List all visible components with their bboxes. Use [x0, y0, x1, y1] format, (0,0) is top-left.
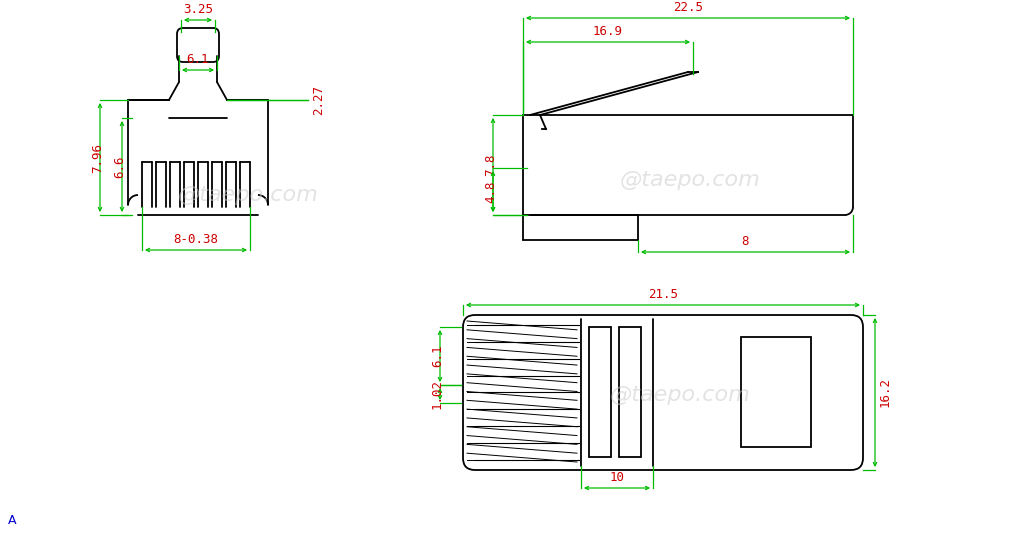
Text: 4.8: 4.8 — [483, 180, 496, 203]
Text: 3.25: 3.25 — [183, 3, 212, 16]
Text: 16.9: 16.9 — [592, 25, 623, 38]
Text: 22.5: 22.5 — [672, 1, 703, 14]
Bar — [619, 327, 640, 458]
Text: @taepo.com: @taepo.com — [609, 385, 749, 405]
Text: @taepo.com: @taepo.com — [619, 170, 759, 190]
Text: 6.6: 6.6 — [113, 155, 126, 178]
Text: 21.5: 21.5 — [647, 288, 677, 301]
Text: 6.1: 6.1 — [187, 53, 209, 66]
Text: 8: 8 — [741, 235, 748, 248]
Text: 6.1: 6.1 — [431, 345, 444, 367]
Text: 1.02: 1.02 — [431, 379, 444, 409]
Text: 10: 10 — [609, 471, 624, 484]
Text: 7.96: 7.96 — [91, 143, 104, 172]
Text: 16.2: 16.2 — [879, 378, 891, 407]
Text: @taepo.com: @taepo.com — [178, 185, 318, 205]
Bar — [588, 327, 611, 458]
Text: A: A — [8, 514, 16, 527]
Text: 7.8: 7.8 — [483, 154, 496, 176]
Text: 2.27: 2.27 — [311, 85, 325, 115]
Text: 8-0.38: 8-0.38 — [173, 233, 218, 246]
Bar — [740, 337, 810, 447]
